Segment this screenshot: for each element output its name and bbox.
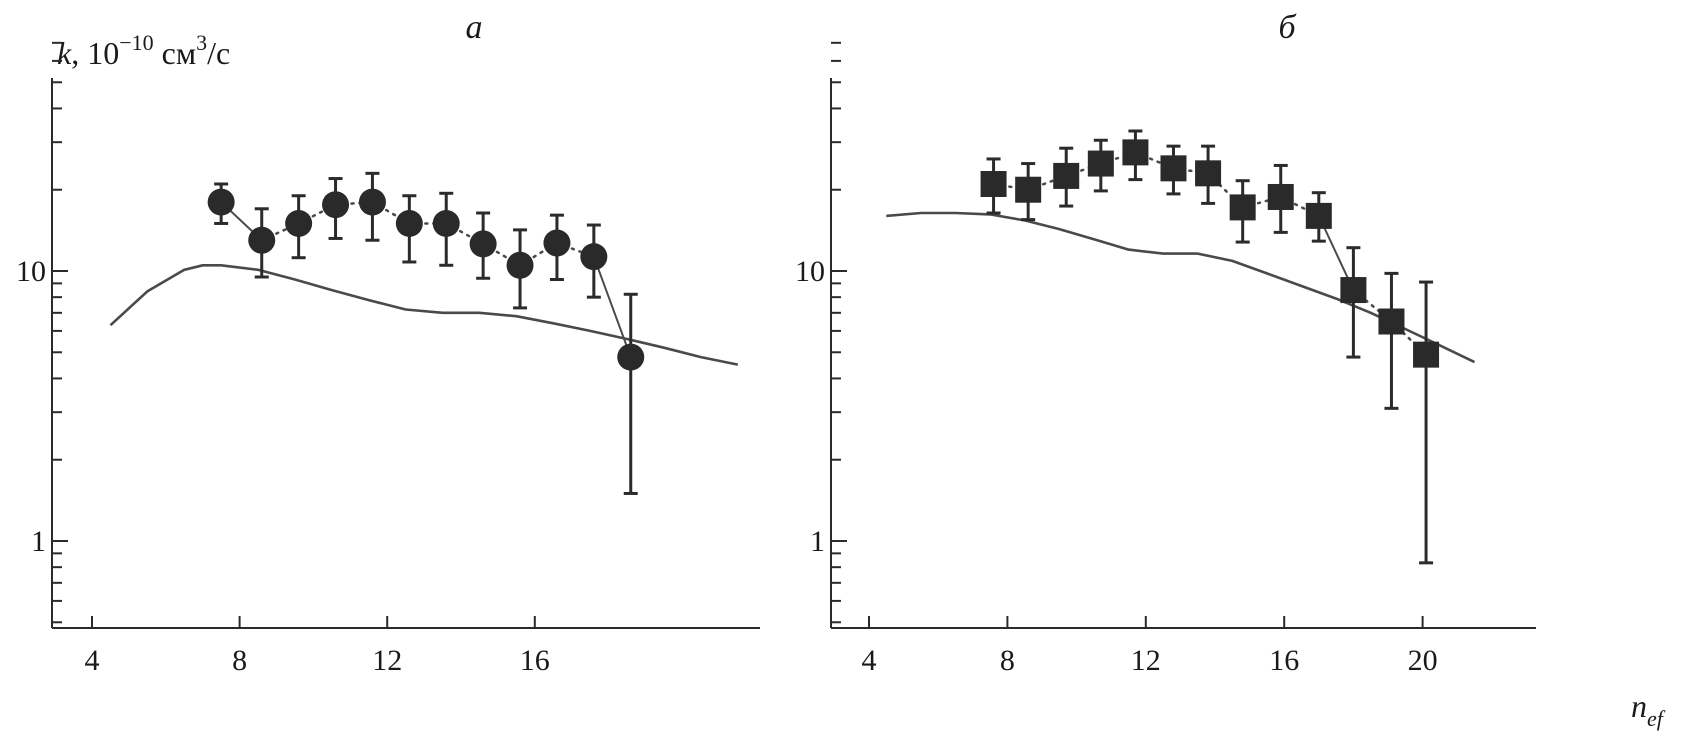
data-point: [1267, 183, 1294, 210]
data-point: [506, 251, 534, 279]
x-axis-label: nef: [1631, 688, 1666, 731]
connector-dotted: [1172, 167, 1210, 175]
panel-a: а k, 10−10 см3/с: [57, 9, 483, 71]
data-point: [285, 209, 313, 237]
data-point: [322, 191, 350, 219]
y-axis-label-unit2: см: [154, 35, 196, 71]
data-point: [617, 343, 645, 371]
x-axis-label-var: n: [1631, 688, 1647, 724]
data-point: [1160, 155, 1187, 182]
y-axis-label-exp2: 3: [196, 30, 207, 55]
data-point: [980, 171, 1007, 198]
data-point: [1053, 162, 1080, 189]
panel-b: б nef: [1278, 9, 1665, 731]
data-point: [1305, 202, 1332, 229]
y-tick-label: 10: [16, 255, 46, 288]
panel-b-label: б: [1278, 9, 1297, 46]
x-tick-label: 4: [85, 644, 100, 677]
data-point: [207, 188, 235, 216]
data-point: [248, 226, 276, 254]
data-point: [1195, 160, 1222, 187]
x-tick-label: 12: [372, 644, 402, 677]
panel-a-label: а: [466, 9, 483, 46]
data-point: [1122, 139, 1149, 166]
x-axis-label-sub: ef: [1647, 706, 1666, 731]
y-tick-label: 10: [795, 255, 825, 288]
x-tick-label: 20: [1408, 644, 1438, 677]
data-point: [1378, 308, 1405, 335]
y-axis-label-exp: −10: [119, 30, 153, 55]
connector-solid: [592, 256, 632, 358]
y-tick-label: 1: [31, 525, 46, 558]
y-tick-label: 1: [810, 525, 825, 558]
data-point: [1340, 277, 1367, 304]
y-axis-label-var: k: [57, 35, 72, 71]
data-point: [358, 188, 386, 216]
connector-dotted: [1064, 162, 1103, 178]
y-axis-label-unit: , 10: [71, 35, 119, 71]
data-point: [1229, 194, 1256, 221]
data-point: [1413, 341, 1440, 368]
model-curve: [109, 264, 739, 366]
x-tick-label: 16: [520, 644, 550, 677]
panel-a-plot: 1 10 4 8 12 16: [16, 41, 760, 677]
data-point: [580, 243, 608, 271]
x-tick-label: 4: [862, 644, 877, 677]
x-tick-label: 8: [1000, 644, 1015, 677]
panel-b-plot: 1 10 4 8 12 16 20: [795, 41, 1536, 677]
data-point: [469, 230, 497, 258]
y-axis-label: k, 10−10 см3/с: [57, 30, 230, 71]
y-axis-label-unit3: /с: [207, 35, 230, 71]
data-point: [1087, 150, 1114, 177]
x-tick-label: 8: [232, 644, 247, 677]
connector-dotted: [992, 182, 1030, 191]
data-point: [543, 229, 571, 257]
data-point: [432, 209, 460, 237]
connector-dotted: [1099, 151, 1137, 165]
data-point: [1015, 176, 1042, 203]
model-curve: [886, 211, 1476, 364]
x-tick-label: 12: [1131, 644, 1161, 677]
x-tick-label: 16: [1269, 644, 1299, 677]
data-point: [395, 209, 423, 237]
